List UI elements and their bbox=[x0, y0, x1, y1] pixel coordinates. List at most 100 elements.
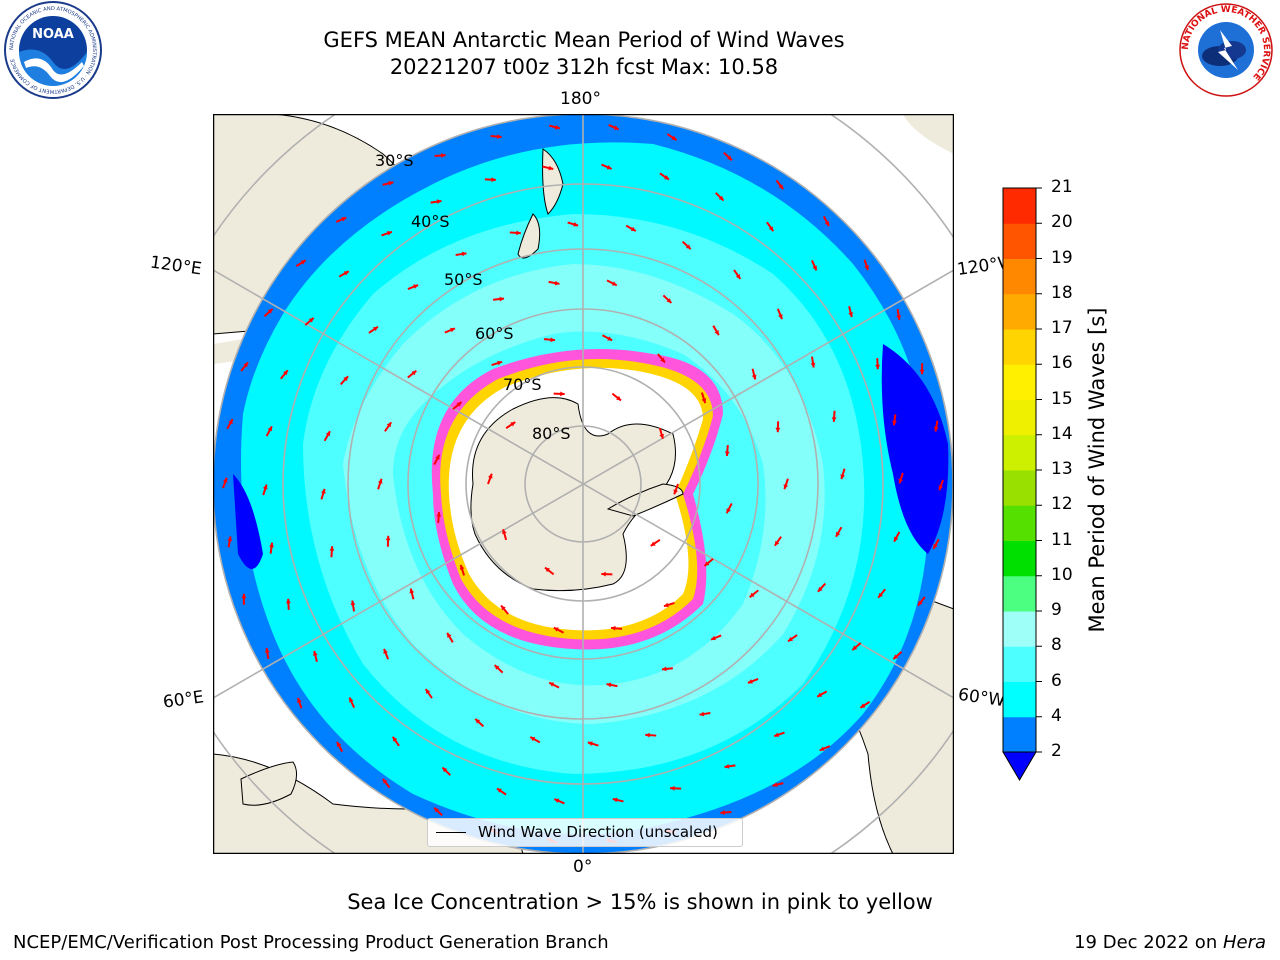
wind-wave-arrowhead bbox=[772, 782, 778, 788]
wind-wave-arrowhead bbox=[549, 682, 555, 687]
colorbar-segment bbox=[1003, 646, 1036, 682]
wind-wave-arrowhead bbox=[262, 484, 268, 490]
wind-wave-arrowhead bbox=[610, 625, 616, 631]
colorbar-tick-label: 8 bbox=[1051, 635, 1062, 656]
wind-wave-arrowhead bbox=[341, 217, 347, 222]
wind-wave-arrowhead bbox=[554, 280, 560, 286]
lat-label-40: 40°S bbox=[411, 212, 450, 231]
wind-wave-arrowhead bbox=[666, 298, 672, 303]
colorbar-tick-label: 10 bbox=[1051, 564, 1073, 585]
colorbar-segment bbox=[1003, 258, 1036, 295]
wind-wave-arrowhead bbox=[894, 536, 899, 542]
wind-wave-arrowhead bbox=[350, 600, 356, 606]
wind-wave-arrowhead bbox=[835, 531, 841, 537]
wind-wave-arrowhead bbox=[573, 222, 579, 227]
colorbar bbox=[1000, 186, 1090, 790]
wind-wave-arrowhead bbox=[459, 564, 465, 570]
wind-wave-arrowhead bbox=[386, 231, 392, 236]
wind-wave-arrowhead bbox=[893, 654, 899, 660]
lat-label-30: 30°S bbox=[375, 151, 414, 170]
wind-wave-arrowhead bbox=[670, 785, 675, 791]
wind-wave-arrowhead bbox=[710, 635, 716, 641]
wind-wave-arrowhead bbox=[297, 697, 302, 703]
wind-wave-arrowhead bbox=[286, 598, 291, 604]
wind-wave-arrowhead bbox=[516, 230, 521, 236]
colorbar-segment bbox=[1003, 329, 1036, 365]
colorbar-tick-label: 21 bbox=[1051, 177, 1073, 197]
footer-machine: Hera bbox=[1222, 932, 1266, 953]
wind-wave-arrowhead bbox=[612, 797, 618, 803]
wind-wave-arrowhead bbox=[751, 374, 757, 380]
wind-wave-arrowhead bbox=[386, 422, 392, 428]
meridian-60e-120w bbox=[213, 269, 954, 699]
wind-wave-arrowhead bbox=[613, 125, 619, 130]
wind-wave-arrowhead bbox=[630, 226, 636, 232]
wind-wave-arrowhead bbox=[664, 175, 670, 180]
south-america-top-land bbox=[903, 114, 954, 154]
colorbar-segment bbox=[1003, 540, 1036, 577]
colorbar-segment bbox=[1003, 681, 1036, 718]
colorbar-tick-label: 4 bbox=[1051, 705, 1062, 726]
wind-wave-arrowhead bbox=[343, 271, 349, 276]
wind-wave-arrowhead bbox=[587, 741, 593, 746]
wind-wave-arrowhead bbox=[898, 478, 904, 484]
wind-wave-arrowhead bbox=[860, 703, 866, 708]
wind-wave-arrowhead bbox=[434, 807, 439, 813]
wind-wave-arrowhead bbox=[497, 134, 502, 140]
colorbar-tick-label: 11 bbox=[1051, 529, 1073, 550]
wind-wave-arrowhead bbox=[878, 592, 883, 598]
wind-wave-arrowhead bbox=[919, 369, 925, 375]
colorbar-tick-label: 15 bbox=[1051, 388, 1073, 409]
wind-wave-arrowhead bbox=[718, 195, 724, 201]
wind-wave-arrowhead bbox=[831, 417, 837, 422]
colorbar-segment bbox=[1003, 611, 1036, 647]
wind-wave-arrowhead bbox=[720, 810, 725, 815]
legend-line-sample bbox=[436, 832, 466, 833]
colorbar-tick-label: 6 bbox=[1051, 670, 1062, 691]
new-zealand-land bbox=[517, 148, 564, 259]
wind-wave-arrowhead bbox=[852, 645, 858, 651]
colorbar-segment bbox=[1003, 716, 1036, 753]
noaa-logo: NATIONAL OCEANIC AND ATMOSPHERIC ADMINIS… bbox=[0, 0, 110, 114]
noaa-wordmark: NOAA bbox=[32, 27, 74, 42]
wind-wave-arrowhead bbox=[499, 296, 505, 302]
wind-wave-arrowhead bbox=[502, 529, 507, 535]
wind-wave-arrowhead bbox=[267, 426, 272, 432]
wind-wave-arrowhead bbox=[747, 679, 753, 684]
footer-credit: NCEP/EMC/Verification Post Processing Pr… bbox=[13, 932, 609, 953]
wind-wave-arrowhead bbox=[530, 736, 536, 742]
wind-wave-arrowhead bbox=[560, 391, 565, 397]
wind-wave-arrowhead bbox=[817, 692, 823, 697]
colorbar-segment bbox=[1003, 470, 1036, 506]
wind-wave-arrowhead bbox=[810, 362, 816, 368]
wind-wave-arrowhead bbox=[896, 315, 902, 320]
wind-wave-arrowhead bbox=[607, 336, 613, 341]
wind-wave-arrowhead bbox=[735, 273, 741, 279]
wind-wave-arrowhead bbox=[933, 426, 939, 432]
wind-wave-arrowhead bbox=[699, 711, 705, 717]
wind-wave-arrowhead bbox=[222, 477, 228, 483]
wind-wave-arrowhead bbox=[436, 199, 442, 205]
wind-wave-arrowhead bbox=[671, 135, 677, 141]
wind-wave-arrowhead bbox=[659, 433, 664, 439]
wind-wave-direction-arrows bbox=[222, 124, 944, 844]
wind-wave-arrowhead bbox=[875, 364, 880, 370]
wind-wave-arrowhead bbox=[494, 665, 500, 670]
lon-label-120e: 120°E bbox=[148, 252, 203, 280]
colorbar-tick-label: 2 bbox=[1051, 741, 1062, 761]
wind-wave-arrowhead bbox=[917, 600, 923, 606]
wind-wave-arrowhead bbox=[660, 357, 665, 363]
wind-wave-arrowhead bbox=[491, 177, 496, 183]
wind-wave-arrowhead bbox=[475, 718, 481, 724]
wind-wave-arrowhead bbox=[456, 402, 462, 407]
wind-wave-arrowhead bbox=[447, 632, 452, 638]
lon-label-0: 0° bbox=[573, 857, 593, 877]
wind-wave-arrowhead bbox=[442, 767, 448, 773]
wind-wave-arrowhead bbox=[819, 746, 825, 751]
colorbar-segment bbox=[1003, 399, 1036, 436]
wind-wave-arrowhead bbox=[501, 605, 506, 611]
wind-wave-arrowhead bbox=[544, 567, 550, 573]
wind-wave-arrowhead bbox=[377, 478, 383, 484]
wind-wave-arrowhead bbox=[267, 308, 273, 314]
wind-wave-arrowhead bbox=[450, 327, 456, 333]
